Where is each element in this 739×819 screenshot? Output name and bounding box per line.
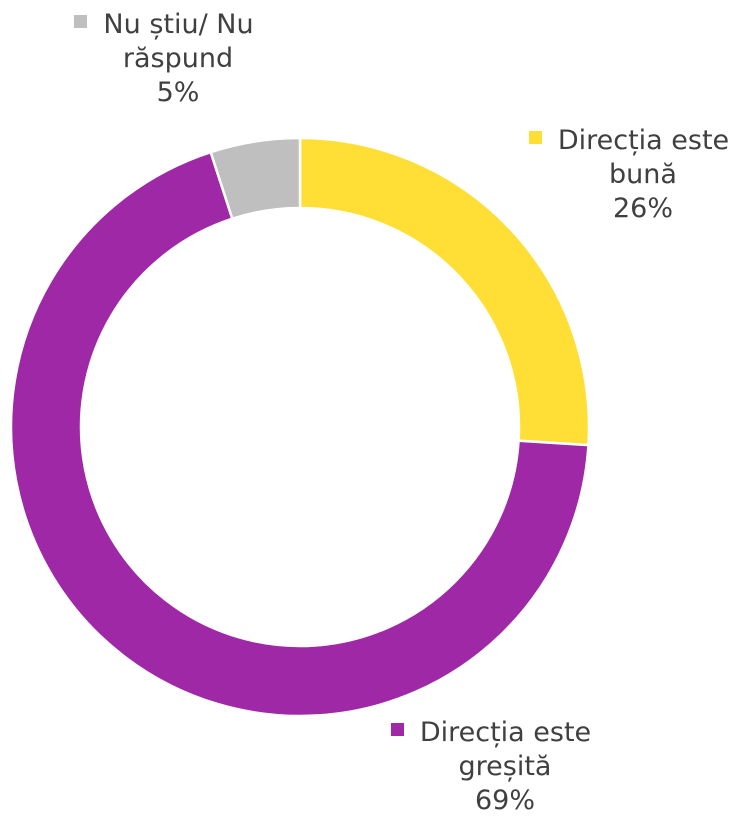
value-label-directia-buna: 26% [612, 193, 673, 224]
label-directia-buna-line2: bună [609, 159, 677, 190]
slice-directia-gresita [9, 150, 590, 718]
value-label-nu-stiu: 5% [156, 77, 200, 108]
label-directia-buna-line1: Direcția este [557, 125, 730, 156]
label-nu-stiu-line2: răspund [122, 43, 234, 74]
slice-label-directia-buna: Direcția este bună 26% [509, 124, 739, 226]
donut-slices [9, 136, 591, 718]
slice-label-directia-gresita: Direcția este greșită 69% [371, 716, 611, 818]
label-directia-gresita-line2: greșită [458, 751, 552, 782]
label-directia-gresita-line1: Direcția este [419, 717, 592, 748]
legend-swatch-directia-gresita [390, 723, 404, 736]
slice-label-nu-stiu: Nu știu/ Nu răspund 5% [54, 8, 274, 110]
slice-nu-stiu [209, 136, 302, 221]
value-label-directia-gresita: 69% [474, 785, 535, 816]
legend-swatch-nu-stiu [74, 15, 88, 28]
label-nu-stiu-line1: Nu știu/ Nu [103, 9, 254, 40]
legend-swatch-directia-buna [528, 131, 542, 144]
